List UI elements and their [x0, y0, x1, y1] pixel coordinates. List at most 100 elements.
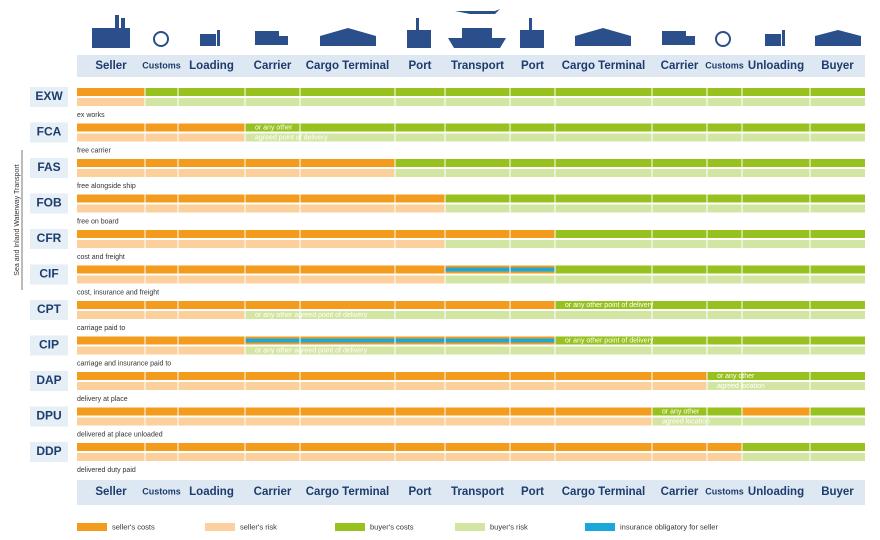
- term-description: free on board: [77, 218, 119, 225]
- column-header: Buyer: [821, 60, 854, 72]
- term-note: or any other agreed point of delivery: [255, 347, 368, 354]
- code-box: [30, 193, 68, 214]
- column-header: Loading: [189, 60, 234, 72]
- column-header: Cargo Terminal: [562, 60, 646, 72]
- term-code: FAS: [37, 160, 60, 174]
- term-note: or any other point of delivery: [565, 337, 654, 344]
- code-box: [30, 122, 68, 143]
- column-header: Port: [409, 60, 432, 72]
- code-box: [30, 229, 68, 249]
- term-note: or any other point of delivery: [565, 302, 654, 309]
- risk-bar: [77, 98, 145, 106]
- column-header: Carrier: [661, 60, 699, 72]
- term-code: DDP: [36, 444, 61, 458]
- term-code: CFR: [37, 231, 62, 245]
- cost-bar: [555, 230, 865, 238]
- legend-label: seller's risk: [240, 522, 277, 531]
- column-footer: Customs: [705, 486, 744, 496]
- column-footer: Port: [521, 486, 544, 498]
- legend-swatch: [455, 523, 485, 531]
- term-code: FOB: [36, 196, 62, 210]
- risk-bar: [77, 133, 245, 142]
- risk-bar: [77, 417, 652, 426]
- column-footer: Cargo Terminal: [562, 486, 646, 498]
- cost-bar: [445, 194, 865, 203]
- risk-bar: [652, 417, 865, 426]
- insurance-bar: [445, 267, 555, 272]
- cost-bar: [77, 194, 445, 203]
- term-note: or any other: [255, 124, 293, 131]
- column-footer: Transport: [451, 486, 504, 498]
- term-note: agreed location: [717, 383, 765, 390]
- cost-bar: [77, 372, 707, 380]
- legend-swatch: [585, 523, 615, 531]
- column-footer: Carrier: [254, 486, 292, 498]
- term-code: CPT: [37, 302, 62, 316]
- risk-bar: [742, 453, 865, 461]
- cost-bar: [77, 301, 555, 309]
- term-note: agreed location: [662, 418, 710, 425]
- cost-bar: [652, 407, 742, 416]
- risk-bar: [77, 204, 445, 213]
- term-note: agreed point of delivery: [255, 134, 328, 141]
- term-description: delivered duty paid: [77, 467, 136, 474]
- risk-bar: [707, 382, 865, 390]
- code-box: [30, 406, 68, 427]
- legend-swatch: [335, 523, 365, 531]
- risk-bar: [77, 453, 742, 461]
- code-box: [30, 264, 68, 285]
- risk-bar: [77, 169, 395, 177]
- column-footer: Carrier: [661, 486, 699, 498]
- column-header: Cargo Terminal: [306, 60, 390, 72]
- risk-bar: [77, 382, 707, 390]
- code-box: [30, 371, 68, 391]
- legend-swatch: [205, 523, 235, 531]
- cost-bar: [707, 372, 865, 380]
- column-footer: Customs: [142, 486, 181, 496]
- risk-bar: [77, 240, 445, 248]
- cost-bar: [77, 230, 555, 238]
- term-code: DAP: [36, 373, 61, 387]
- term-code: FCA: [37, 125, 62, 139]
- column-header: Customs: [705, 60, 744, 70]
- code-box: [30, 300, 68, 320]
- term-description: carriage paid to: [77, 325, 125, 332]
- risk-bar: [145, 98, 865, 106]
- column-header: Port: [521, 60, 544, 72]
- cost-bar: [77, 407, 652, 416]
- column-header: Transport: [451, 60, 504, 72]
- insurance-bar: [245, 338, 555, 343]
- cost-bar: [77, 159, 395, 167]
- code-box: [30, 87, 68, 107]
- column-footer: Cargo Terminal: [306, 486, 390, 498]
- column-header: Unloading: [748, 60, 804, 72]
- cost-bar: [742, 443, 865, 451]
- legend-swatch: [77, 523, 107, 531]
- side-label: Sea and Inland Waterway Transport: [14, 164, 21, 275]
- cost-bar: [145, 88, 865, 96]
- term-note: or any other: [662, 408, 700, 415]
- legend-label: seller's costs: [112, 522, 155, 531]
- column-footer: Buyer: [821, 486, 854, 498]
- cost-bar: [395, 159, 865, 167]
- column-footer: Loading: [189, 486, 234, 498]
- risk-bar: [395, 169, 865, 177]
- column-footer: Unloading: [748, 486, 804, 498]
- term-code: CIF: [39, 267, 58, 281]
- risk-bar: [445, 275, 865, 284]
- term-description: cost and freight: [77, 254, 125, 261]
- term-code: DPU: [36, 409, 61, 423]
- column-header: Customs: [142, 60, 181, 70]
- term-description: free alongside ship: [77, 183, 136, 190]
- code-box: [30, 158, 68, 178]
- icons: [92, 9, 861, 48]
- column-header: Carrier: [254, 60, 292, 72]
- column-footer: Port: [409, 486, 432, 498]
- cost-bar: [555, 336, 865, 345]
- cost-bar: [555, 265, 865, 274]
- term-note: or any other: [717, 373, 755, 380]
- cost-bar: [77, 88, 145, 96]
- cost-bar: [555, 301, 865, 309]
- cost-bar: [77, 265, 555, 274]
